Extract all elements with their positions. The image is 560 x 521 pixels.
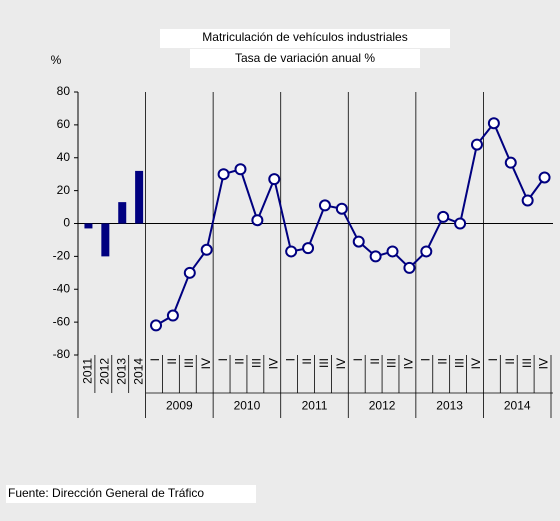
x-tick-label: I xyxy=(486,358,500,361)
x-tick-label: II xyxy=(368,358,382,365)
chart-title: Matriculación de vehículos industriales xyxy=(202,30,407,44)
group-label: 2010 xyxy=(234,399,261,413)
x-tick-label: II xyxy=(503,358,517,365)
x-tick-label: IV xyxy=(199,358,213,369)
x-tick-label: II xyxy=(165,358,179,365)
marker xyxy=(369,250,382,263)
marker xyxy=(504,156,517,169)
subtitle-box xyxy=(190,49,420,68)
y-tick-label: 0 xyxy=(63,216,70,230)
y-tick-label: 80 xyxy=(57,84,71,98)
y-tick-label: 60 xyxy=(57,117,71,131)
x-tick-label: IV xyxy=(537,358,551,369)
marker xyxy=(318,199,331,212)
group-label: 2012 xyxy=(369,399,396,413)
category-area xyxy=(78,355,553,418)
y-tick-label: 40 xyxy=(57,150,71,164)
y-tick-label: -40 xyxy=(53,281,71,295)
x-tick-label: 2014 xyxy=(131,358,145,385)
x-tick-label: II xyxy=(300,358,314,365)
x-tick-label: III xyxy=(182,358,196,368)
marker xyxy=(302,242,315,255)
marker xyxy=(521,194,534,207)
x-tick-label: I xyxy=(351,358,365,361)
x-tick-label: 2013 xyxy=(114,358,128,385)
x-tick-label: I xyxy=(283,358,297,361)
marker xyxy=(437,210,450,223)
bar xyxy=(101,223,110,257)
x-tick-label: II xyxy=(233,358,247,365)
group-label: 2009 xyxy=(166,399,193,413)
x-tick-label: 2012 xyxy=(98,358,112,385)
marker xyxy=(420,245,433,258)
bar xyxy=(118,202,127,224)
marker xyxy=(352,235,365,248)
group-label: 2013 xyxy=(436,399,463,413)
y-tick-label: -20 xyxy=(53,249,71,263)
marker xyxy=(166,309,179,322)
x-tick-label: II xyxy=(435,358,449,365)
source-box xyxy=(6,485,256,503)
group-label: 2014 xyxy=(504,399,531,413)
x-tick-label: I xyxy=(418,358,432,361)
group-label: 2011 xyxy=(302,399,328,413)
marker xyxy=(183,266,196,279)
title-box xyxy=(160,29,450,48)
marker xyxy=(251,214,264,227)
marker xyxy=(335,202,348,215)
y-axis-label: % xyxy=(51,53,62,67)
x-tick-label: III xyxy=(385,358,399,368)
source-note: Fuente: Dirección General de Tráfico xyxy=(8,486,204,500)
marker xyxy=(217,168,230,181)
x-tick-label: III xyxy=(317,358,331,368)
y-tick-label: -80 xyxy=(53,347,71,361)
x-tick-label: III xyxy=(452,358,466,368)
x-tick-label: IV xyxy=(334,358,348,369)
marker xyxy=(234,163,247,176)
x-tick-label: IV xyxy=(266,358,280,369)
marker xyxy=(403,261,416,274)
marker xyxy=(454,217,467,230)
marker xyxy=(285,245,298,258)
chart-subtitle: Tasa de variación anual % xyxy=(235,51,375,65)
x-tick-label: IV xyxy=(402,358,416,369)
x-tick-label: III xyxy=(250,358,264,368)
bar xyxy=(84,223,93,229)
marker xyxy=(386,245,399,258)
bar xyxy=(135,170,144,224)
marker xyxy=(538,171,551,184)
marker xyxy=(150,319,163,332)
x-tick-label: I xyxy=(216,358,230,361)
marker xyxy=(200,243,213,256)
y-tick-label: -60 xyxy=(53,314,71,328)
x-tick-label: IV xyxy=(469,358,483,369)
marker xyxy=(470,138,483,151)
x-tick-label: I xyxy=(148,358,162,361)
marker xyxy=(268,173,281,186)
y-tick-label: 20 xyxy=(57,183,71,197)
x-tick-label: III xyxy=(520,358,534,368)
x-tick-label: 2011 xyxy=(81,358,95,384)
line xyxy=(155,121,546,327)
marker xyxy=(487,117,500,130)
